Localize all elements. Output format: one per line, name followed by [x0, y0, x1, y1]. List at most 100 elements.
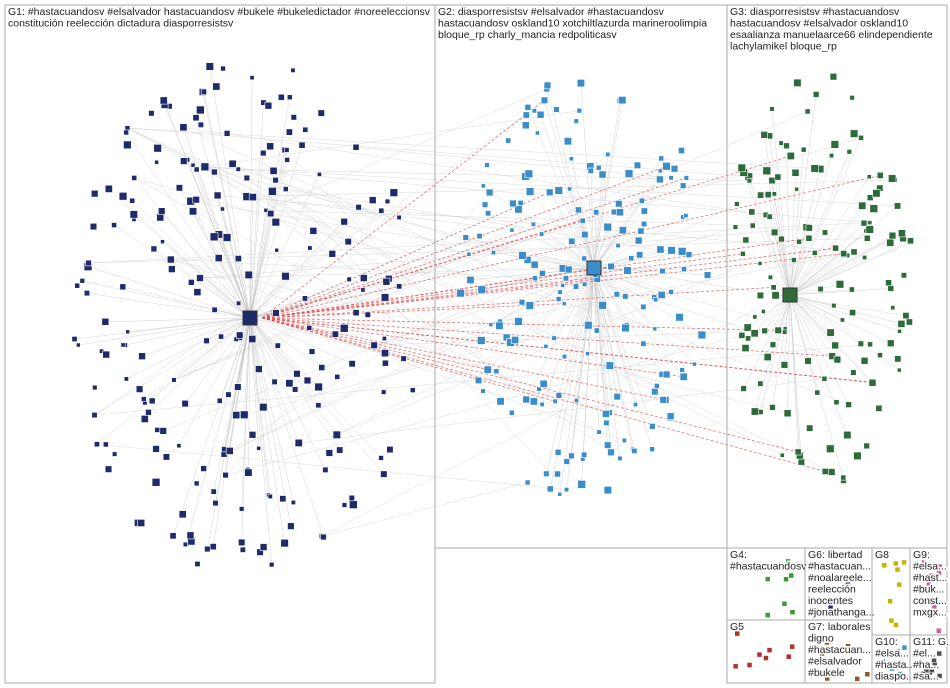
node	[260, 149, 267, 157]
edge	[493, 252, 595, 269]
edge	[161, 210, 251, 319]
node	[563, 137, 572, 146]
edge	[127, 317, 251, 333]
node	[926, 581, 932, 587]
edge	[261, 317, 833, 357]
edge	[87, 266, 251, 319]
edge	[321, 482, 528, 537]
edge	[787, 294, 791, 414]
node	[869, 204, 879, 213]
edge	[249, 159, 288, 319]
edge	[228, 317, 251, 395]
node	[384, 198, 391, 205]
node	[205, 62, 214, 71]
node	[306, 325, 313, 331]
node	[823, 563, 829, 570]
node	[826, 444, 835, 453]
node	[769, 106, 775, 112]
node	[897, 328, 902, 334]
edge	[183, 127, 559, 300]
node	[839, 317, 845, 323]
node	[266, 142, 275, 151]
node	[867, 220, 873, 226]
node	[897, 320, 906, 328]
node	[152, 445, 160, 453]
node	[638, 197, 645, 204]
node	[622, 293, 629, 300]
node	[539, 231, 545, 237]
node	[102, 350, 111, 359]
node	[211, 306, 218, 313]
edge	[192, 211, 251, 319]
node	[757, 191, 765, 199]
node	[860, 356, 869, 365]
node	[742, 236, 750, 244]
node	[610, 208, 618, 216]
node	[598, 170, 607, 179]
edge	[207, 317, 251, 550]
edge	[265, 210, 753, 226]
node	[786, 151, 795, 160]
node	[271, 378, 278, 385]
node	[518, 299, 526, 306]
node	[530, 260, 539, 269]
edge	[748, 176, 791, 296]
node	[248, 193, 257, 202]
node	[885, 279, 892, 287]
node	[929, 667, 935, 673]
group-label: #hasta...	[875, 659, 915, 671]
node	[554, 186, 563, 195]
edge	[789, 94, 817, 296]
group-label: #hastacuan...	[808, 561, 871, 573]
node	[328, 250, 337, 258]
edge	[789, 144, 836, 296]
node	[568, 156, 574, 162]
node	[902, 312, 910, 320]
node	[555, 392, 563, 399]
edge	[580, 83, 595, 269]
edge	[241, 317, 251, 543]
node	[572, 283, 580, 290]
node	[531, 108, 537, 114]
edge	[789, 294, 848, 436]
node	[659, 267, 666, 275]
edge	[786, 145, 791, 296]
node	[370, 341, 378, 349]
node	[865, 225, 874, 234]
edge	[94, 344, 871, 416]
node	[488, 322, 494, 328]
node	[896, 367, 902, 373]
node	[540, 96, 549, 104]
node	[849, 129, 859, 138]
node	[745, 335, 752, 342]
group-label: #elsalvador	[808, 656, 862, 668]
edge	[144, 317, 251, 403]
edge	[544, 100, 595, 269]
node	[555, 296, 562, 302]
node	[832, 244, 839, 252]
edge	[238, 168, 750, 181]
node	[546, 188, 554, 197]
node	[668, 289, 674, 295]
node	[887, 673, 893, 679]
edge	[336, 237, 810, 436]
node	[151, 478, 161, 487]
node	[188, 279, 195, 286]
group-label: G10:	[875, 636, 898, 648]
node	[850, 562, 856, 568]
edge	[163, 269, 569, 432]
edge	[204, 110, 580, 168]
node	[178, 510, 187, 519]
group-label: lachylamikel bloque_rp	[730, 41, 837, 53]
group-label: hastacuandosv #elsalvador oskland10	[730, 18, 908, 30]
group-label: #noalareele...	[808, 572, 872, 584]
node	[557, 491, 563, 497]
node	[386, 446, 394, 454]
node	[685, 251, 693, 258]
edge	[127, 127, 783, 456]
node	[936, 563, 943, 570]
node	[679, 367, 685, 373]
node	[615, 200, 623, 208]
node	[804, 108, 811, 115]
node	[168, 265, 176, 273]
